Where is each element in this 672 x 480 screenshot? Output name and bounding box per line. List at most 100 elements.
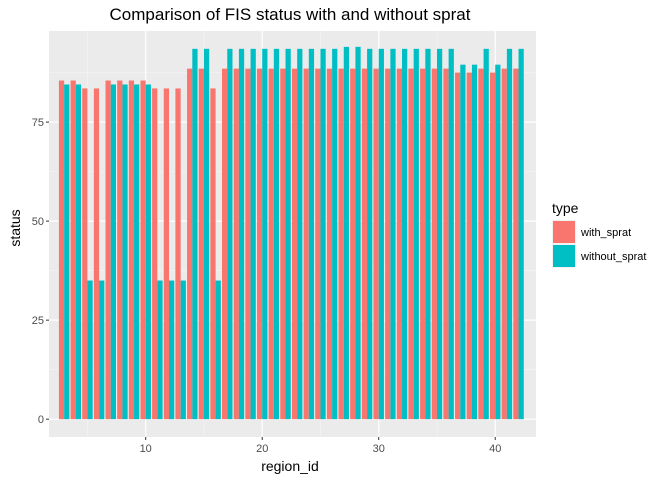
bar-without_sprat bbox=[448, 48, 454, 420]
y-tick-label: 75 bbox=[32, 117, 44, 129]
bar-with_sprat bbox=[455, 72, 461, 420]
bar-without_sprat bbox=[483, 48, 489, 420]
legend-label-with_sprat: with_sprat bbox=[580, 227, 631, 239]
x-tick-label: 20 bbox=[256, 443, 268, 455]
y-axis: 0 25 50 75 bbox=[32, 117, 49, 426]
bar-with_sprat bbox=[140, 80, 146, 420]
x-axis: 10 20 30 40 bbox=[140, 437, 501, 455]
bar-without_sprat bbox=[285, 48, 291, 420]
bar-without_sprat bbox=[355, 46, 361, 420]
bar-with_sprat bbox=[233, 68, 239, 420]
bar-with_sprat bbox=[93, 88, 100, 420]
bar-with_sprat bbox=[350, 68, 356, 420]
bar-with_sprat bbox=[408, 68, 414, 420]
bar-with_sprat bbox=[291, 68, 298, 420]
bar-with_sprat bbox=[222, 68, 228, 420]
bar-with_sprat bbox=[152, 88, 158, 420]
bar-without_sprat bbox=[180, 280, 186, 420]
legend-swatch-with_sprat bbox=[553, 221, 575, 243]
legend-label-without_sprat: without_sprat bbox=[580, 251, 646, 263]
bar-with_sprat bbox=[326, 68, 333, 420]
bar-without_sprat bbox=[460, 64, 466, 420]
bar-without_sprat bbox=[518, 48, 524, 420]
bar-without_sprat bbox=[110, 84, 116, 420]
bar-with_sprat bbox=[105, 80, 111, 420]
bar-with_sprat bbox=[175, 88, 181, 420]
y-tick-label: 50 bbox=[32, 216, 44, 228]
bar-without_sprat bbox=[262, 48, 268, 420]
bar-without_sprat bbox=[390, 48, 396, 420]
bar-with_sprat bbox=[315, 68, 321, 420]
y-tick-label: 25 bbox=[32, 315, 44, 327]
legend: type with_sprat without_sprat bbox=[552, 200, 646, 268]
bar-with_sprat bbox=[210, 88, 216, 420]
bar-with_sprat bbox=[58, 80, 65, 420]
bar-with_sprat bbox=[117, 80, 123, 420]
y-tick-label: 0 bbox=[38, 414, 44, 426]
bar-with_sprat bbox=[70, 80, 76, 420]
bar-with_sprat bbox=[489, 72, 496, 420]
bar-without_sprat bbox=[297, 48, 303, 420]
x-axis-title: region_id bbox=[261, 458, 319, 474]
bar-without_sprat bbox=[99, 280, 105, 420]
bar-without_sprat bbox=[134, 84, 140, 420]
bar-without_sprat bbox=[227, 48, 233, 420]
bar-with_sprat bbox=[163, 88, 170, 420]
bar-without_sprat bbox=[87, 280, 93, 420]
bar-without_sprat bbox=[343, 46, 350, 420]
bar-without_sprat bbox=[122, 84, 128, 420]
bar-without_sprat bbox=[402, 48, 408, 420]
bar-without_sprat bbox=[75, 84, 82, 420]
chart-title: Comparison of FIS status with and withou… bbox=[110, 5, 471, 24]
bar-without_sprat bbox=[238, 48, 245, 420]
bar-without_sprat bbox=[471, 64, 478, 420]
bar-without_sprat bbox=[157, 280, 163, 420]
bar-with_sprat bbox=[501, 68, 507, 420]
bar-without_sprat bbox=[169, 280, 175, 420]
bar-without_sprat bbox=[378, 48, 384, 420]
x-tick-label: 40 bbox=[489, 443, 501, 455]
bar-without_sprat bbox=[367, 48, 373, 420]
bars bbox=[58, 46, 524, 420]
bar-without_sprat bbox=[273, 48, 280, 420]
bar-with_sprat bbox=[396, 68, 403, 420]
bar-with_sprat bbox=[268, 68, 274, 420]
bar-with_sprat bbox=[513, 68, 519, 420]
bar-without_sprat bbox=[425, 48, 431, 420]
bar-without_sprat bbox=[506, 48, 513, 420]
bar-without_sprat bbox=[308, 48, 315, 420]
bar-with_sprat bbox=[420, 68, 426, 420]
bar-with_sprat bbox=[82, 88, 88, 420]
bar-with_sprat bbox=[187, 68, 193, 420]
bar-with_sprat bbox=[361, 68, 368, 420]
bar-with_sprat bbox=[245, 68, 251, 420]
y-axis-title: status bbox=[7, 209, 23, 246]
x-tick-label: 10 bbox=[140, 443, 152, 455]
bar-with_sprat bbox=[373, 68, 379, 420]
bar-without_sprat bbox=[64, 84, 70, 420]
bar-without_sprat bbox=[320, 48, 326, 420]
bar-with_sprat bbox=[128, 80, 135, 420]
bar-without_sprat bbox=[332, 48, 338, 420]
bar-with_sprat bbox=[385, 68, 391, 420]
bar-without_sprat bbox=[250, 48, 256, 420]
legend-title: type bbox=[552, 200, 579, 216]
legend-swatch-without_sprat bbox=[553, 245, 575, 267]
bar-with_sprat bbox=[478, 68, 484, 420]
bar-with_sprat bbox=[303, 68, 309, 420]
bar-with_sprat bbox=[338, 68, 344, 420]
bar-without_sprat bbox=[145, 84, 151, 420]
bar-without_sprat bbox=[192, 48, 198, 420]
bar-with_sprat bbox=[466, 72, 472, 420]
x-tick-label: 30 bbox=[373, 443, 385, 455]
bar-without_sprat bbox=[495, 64, 501, 420]
bar-without_sprat bbox=[203, 48, 210, 420]
bar-without_sprat bbox=[413, 48, 419, 420]
bar-with_sprat bbox=[198, 68, 204, 420]
bar-without_sprat bbox=[215, 280, 221, 420]
bar-with_sprat bbox=[431, 68, 437, 420]
bar-with_sprat bbox=[256, 68, 263, 420]
bar-with_sprat bbox=[443, 68, 449, 420]
bar-without_sprat bbox=[436, 48, 443, 420]
